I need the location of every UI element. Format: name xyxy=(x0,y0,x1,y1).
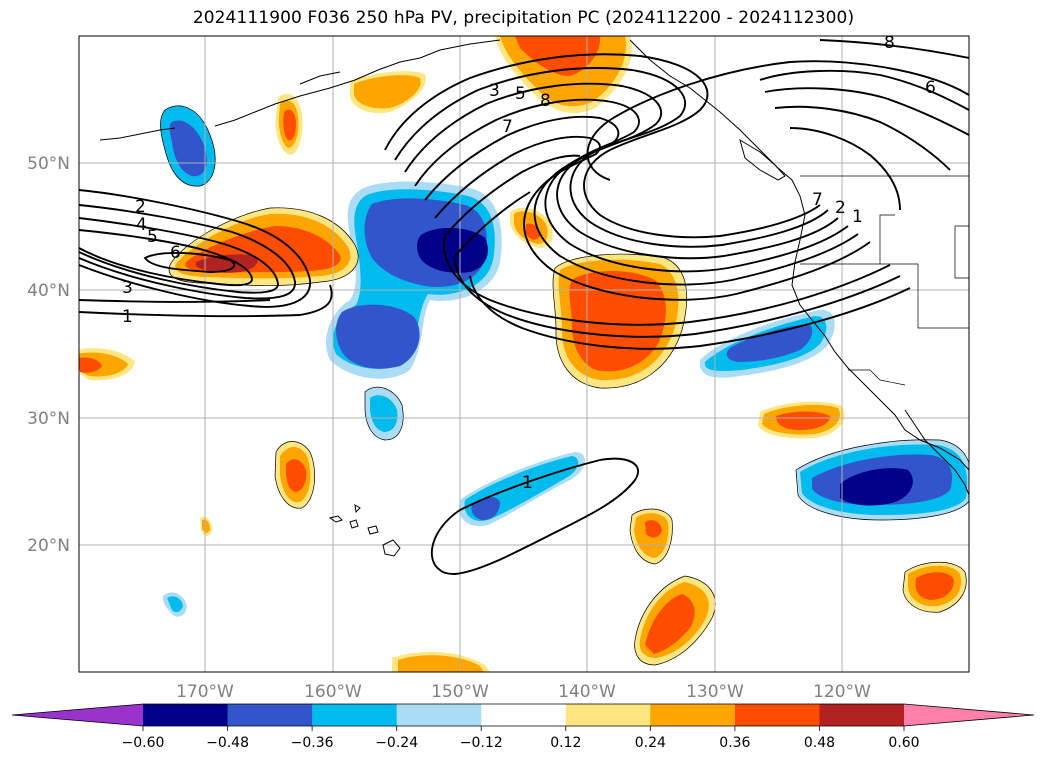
clabel: 1 xyxy=(522,473,533,493)
clabel: 2 xyxy=(135,197,146,217)
pv-contour-labels: 2 4 5 6 3 1 3 5 8 7 8 6 7 2 1 1 xyxy=(122,33,936,493)
clabel: 2 xyxy=(835,198,846,218)
colorbar-swatch xyxy=(819,704,905,726)
clabel: 6 xyxy=(925,78,936,98)
colorbar-tick-label: 0.36 xyxy=(719,735,750,751)
colorbar-tick-label: −0.12 xyxy=(460,735,503,751)
colorbar-swatch xyxy=(227,704,313,726)
clabel: 3 xyxy=(122,278,133,298)
clabel: 8 xyxy=(884,33,895,53)
lat-label-40N: 40°N xyxy=(27,281,70,301)
lat-label-20N: 20°N xyxy=(27,536,70,556)
lon-label-160W: 160°W xyxy=(304,682,362,702)
colorbar-tick-label: 0.48 xyxy=(804,735,835,751)
colorbar-swatch xyxy=(650,704,736,726)
political-borders xyxy=(800,175,969,386)
lon-axis: 170°W 160°W 150°W 140°W 130°W 120°W xyxy=(176,682,871,702)
clabel: 7 xyxy=(502,117,513,137)
clabel: 4 xyxy=(136,215,147,235)
pv-contours xyxy=(79,39,969,575)
clabel: 1 xyxy=(852,207,863,227)
map-frame xyxy=(78,35,970,673)
clabel: 7 xyxy=(812,190,823,210)
clabel: 3 xyxy=(489,81,500,101)
colorbar-tick-label: −0.24 xyxy=(375,735,418,751)
lat-axis: 50°N 40°N 30°N 20°N xyxy=(27,154,70,556)
clabel: 6 xyxy=(170,243,181,263)
lon-label-170W: 170°W xyxy=(176,682,234,702)
colorbar-tick-label: −0.48 xyxy=(206,735,249,751)
map-area xyxy=(79,36,969,672)
lon-label-140W: 140°W xyxy=(558,682,616,702)
colorbar-swatch xyxy=(565,704,651,726)
lon-label-120W: 120°W xyxy=(813,682,871,702)
colorbar-tick-label: 0.24 xyxy=(635,735,666,751)
colorbar-swatch xyxy=(312,704,398,726)
colorbar-swatch xyxy=(396,704,482,726)
lon-label-130W: 130°W xyxy=(686,682,744,702)
lon-label-150W: 150°W xyxy=(431,682,489,702)
colorbar: −0.60 −0.48 −0.36 −0.24 −0.12 0.12 0.24 0.36 0.4… xyxy=(11,703,1035,751)
clabel: 5 xyxy=(515,84,526,104)
colorbar-swatch xyxy=(734,704,820,726)
lat-label-30N: 30°N xyxy=(27,409,70,429)
colorbar-tick-label: −0.36 xyxy=(291,735,334,751)
clabel: 5 xyxy=(147,227,158,247)
colorbar-tick-label: −0.60 xyxy=(122,735,165,751)
figure-title: 2024111900 F036 250 hPa PV, precipitatio… xyxy=(192,8,855,28)
coastlines xyxy=(99,39,969,557)
clabel: 1 xyxy=(122,307,133,327)
precip-outline xyxy=(160,105,969,666)
colorbar-tick-label: 0.12 xyxy=(550,735,581,751)
colorbar-extend-max xyxy=(904,704,1034,726)
colorbar-swatch xyxy=(481,704,567,726)
lat-label-50N: 50°N xyxy=(27,154,70,174)
clabel: 8 xyxy=(540,91,551,111)
colorbar-swatch xyxy=(143,704,229,726)
colorbar-tick-label: 0.60 xyxy=(888,735,919,751)
colorbar-extend-min xyxy=(12,704,143,726)
